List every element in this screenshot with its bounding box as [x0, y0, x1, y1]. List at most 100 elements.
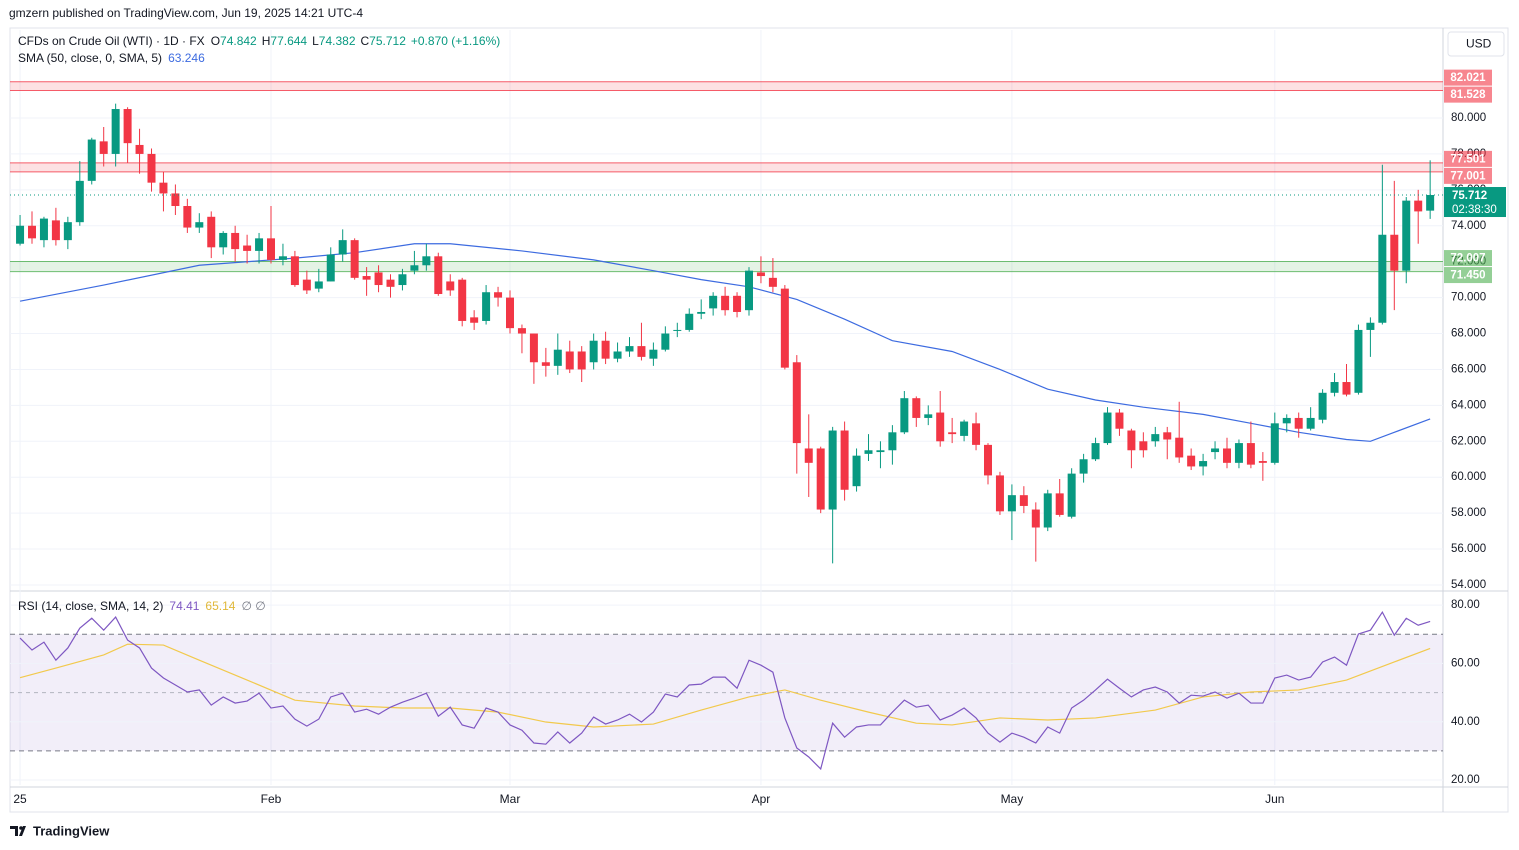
candle-body: [972, 423, 981, 445]
candle-body: [1282, 417, 1291, 424]
y-tick-label: 66.000: [1451, 363, 1486, 375]
candle-body: [1187, 455, 1196, 467]
candle-body: [159, 182, 168, 194]
candle-body: [1354, 329, 1363, 393]
candle-body: [1115, 412, 1124, 429]
ohlc-label: O: [211, 34, 220, 48]
candle-body: [290, 256, 299, 286]
candle-body: [565, 351, 574, 370]
y-tick-label: 58.000: [1451, 507, 1486, 519]
currency-box[interactable]: [1447, 31, 1505, 57]
symbol-title: CFDs on Crude Oil (WTI) · 1D · FX: [18, 34, 205, 48]
zone: [10, 261, 1443, 272]
candle-body: [243, 245, 252, 251]
candle-body: [1378, 234, 1387, 323]
candle-body: [111, 109, 120, 154]
candle-body: [768, 277, 777, 287]
candle-body: [792, 362, 801, 444]
candle-body: [1211, 448, 1220, 453]
candle-body: [1199, 461, 1208, 467]
candle-body: [16, 225, 25, 244]
candle-body: [1043, 493, 1052, 528]
candle-body: [231, 232, 240, 250]
candle-body: [195, 222, 204, 228]
candle-body: [936, 412, 945, 442]
ohlc-label: L: [312, 34, 319, 48]
rsi-tick-label: 20.00: [1451, 774, 1480, 786]
candle-body: [1402, 200, 1411, 271]
candle-body: [362, 276, 371, 280]
x-tick-label: Mar: [500, 792, 521, 806]
candle-body: [924, 414, 933, 418]
candle-body: [506, 297, 514, 329]
candle-body: [840, 430, 849, 490]
zone-badge: [1444, 86, 1492, 103]
rsi-tick-label: 60.00: [1451, 657, 1480, 669]
candle-body: [1330, 382, 1339, 393]
last-price-label: 75.712: [1452, 190, 1487, 202]
candle-body: [482, 292, 491, 321]
candle-body: [1055, 493, 1064, 515]
candle-body: [1019, 495, 1028, 506]
ohlc-label: C: [361, 34, 370, 48]
rsi-line: [19, 610, 1431, 771]
candle-body: [1103, 412, 1112, 444]
candle-body: [1426, 195, 1435, 211]
candle-body: [267, 238, 275, 260]
candle-body: [1390, 234, 1399, 271]
candle-body: [410, 265, 419, 271]
sma-value: 63.246: [168, 51, 205, 65]
candle-body: [386, 279, 395, 287]
candle-body: [1091, 443, 1100, 460]
ohlc-value: 75.712: [369, 34, 406, 48]
candle-body: [685, 313, 694, 330]
candle-body: [350, 240, 359, 278]
candle-body: [183, 206, 192, 228]
candle-body: [529, 333, 538, 363]
candle-body: [1151, 434, 1160, 442]
zone-badge-label: 72.007: [1450, 253, 1485, 265]
candle-body: [625, 346, 634, 352]
brand: TradingView: [33, 823, 110, 838]
candle-body: [912, 398, 921, 418]
x-tick-label: Feb: [261, 792, 282, 806]
sma-legend: SMA (50, close, 0, SMA, 5) 63.246: [18, 51, 205, 65]
candle-body: [39, 218, 48, 241]
candle-body: [1258, 461, 1267, 463]
chart-frame: [9, 27, 1509, 813]
brand-logo: [10, 826, 26, 836]
candle-body: [398, 274, 407, 286]
grid: [10, 30, 1443, 785]
candle-body: [756, 272, 765, 277]
y-tick-label: 70.000: [1451, 292, 1486, 304]
candle-body: [326, 254, 335, 282]
candle-body: [804, 448, 813, 463]
ohlc-value: 74.382: [319, 34, 356, 48]
candle-body: [434, 256, 443, 295]
candle-body: [1079, 459, 1088, 474]
candle-body: [984, 444, 992, 476]
zone-badge: [1444, 167, 1492, 184]
currency[interactable]: USD: [1466, 37, 1492, 51]
candle-body: [1318, 392, 1327, 420]
candle-body: [745, 270, 753, 311]
candle-body: [1342, 382, 1351, 395]
candle-body: [1246, 443, 1255, 465]
candle-body: [900, 398, 909, 433]
candle-body: [99, 141, 108, 154]
candle-body: [302, 279, 311, 291]
candle-body: [147, 153, 156, 183]
rsi-extra: ∅ ∅: [241, 599, 265, 613]
scales: 54.000 56.000 58.000 60.000 62.000 64.000 66.0…: [13, 69, 1506, 806]
sma-name: SMA (50, close, 0, SMA, 5): [18, 51, 162, 65]
y-tick-label: 54.000: [1451, 579, 1486, 591]
x-tick-label: May: [1001, 792, 1024, 806]
candle-body: [255, 238, 264, 251]
candle-body: [1163, 432, 1172, 440]
zone-badge: [1444, 150, 1492, 167]
x-tick-label: Jun: [1265, 792, 1284, 806]
candle-body: [1007, 495, 1016, 512]
change: +0.870 (+1.16%): [411, 34, 500, 48]
zone-badge: [1444, 267, 1492, 284]
rsi-name: RSI (14, close, SMA, 14, 2): [18, 599, 163, 613]
